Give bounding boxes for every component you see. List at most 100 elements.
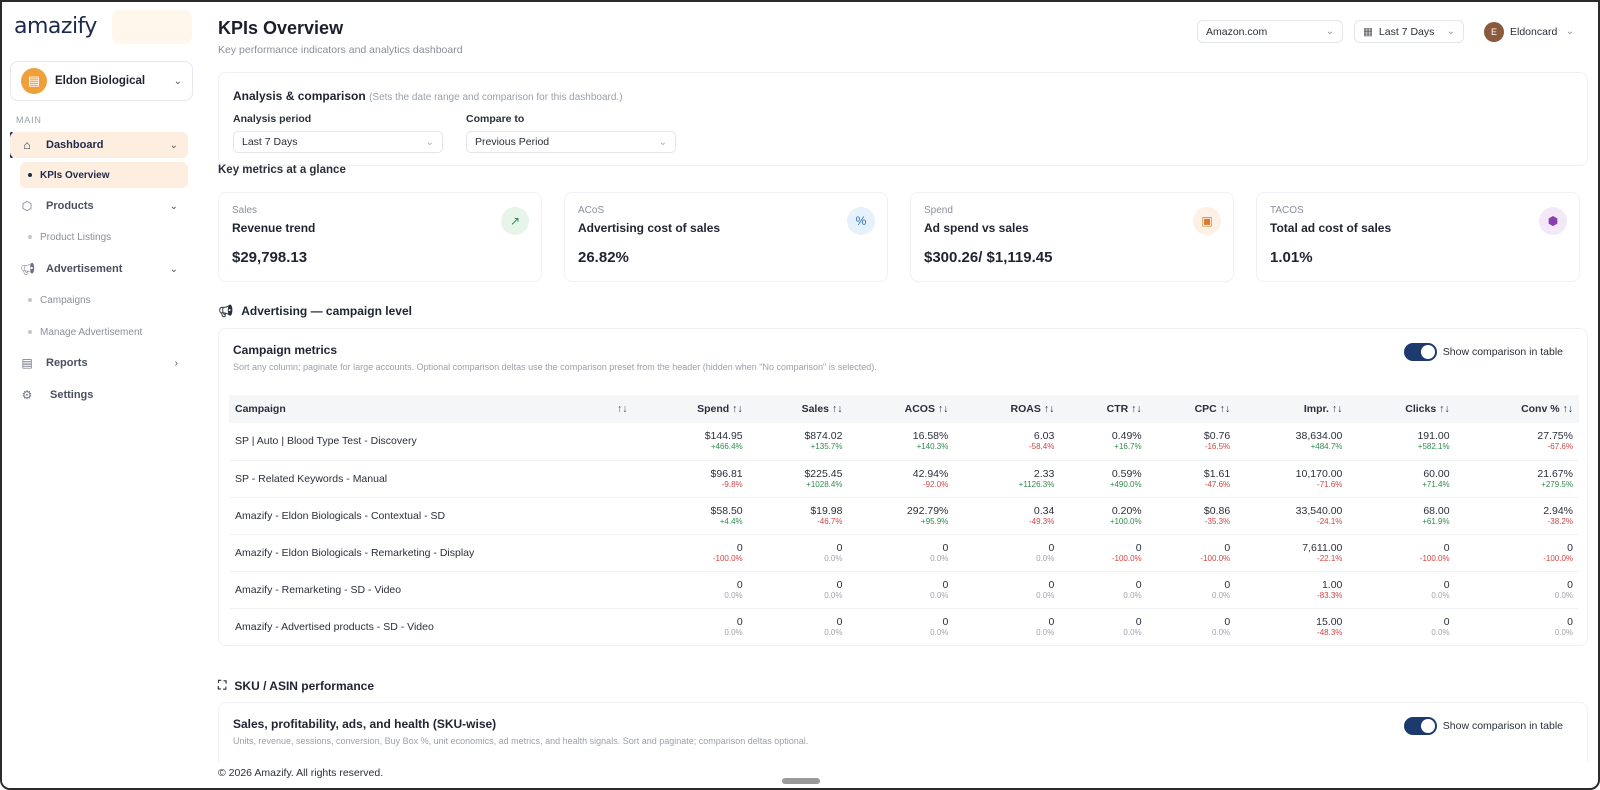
- table-row[interactable]: Amazify - Remarketing - SD - Video 0 0.0% 0…: [229, 571, 1579, 609]
- table-row[interactable]: Amazify - Eldon Biologicals - Remarketin…: [229, 534, 1579, 572]
- sidebar-item-settings[interactable]: ⚙ Settings: [10, 382, 188, 408]
- sort-icon: ↑↓: [1439, 403, 1450, 415]
- metric-value: 0: [1567, 578, 1573, 591]
- metric-value: 0: [942, 578, 949, 591]
- metric-delta: 0.0%: [824, 590, 843, 600]
- metric-cell: 0 0.0%: [848, 571, 955, 609]
- sort-icon[interactable]: ↑↓: [617, 395, 639, 423]
- metric-value: 292.79%: [906, 504, 949, 517]
- column-header-conversion[interactable]: Conv % ↑↓: [1455, 395, 1579, 423]
- campaign-name-cell: Amazify - Remarketing - SD - Video: [229, 571, 639, 609]
- home-icon: ⌂: [23, 138, 31, 152]
- metric-delta: 0.0%: [1431, 627, 1450, 637]
- metric-value: 0: [836, 541, 843, 554]
- app-logo[interactable]: amazify: [14, 14, 97, 39]
- gear-icon: ⚙: [21, 388, 33, 402]
- date-range-select[interactable]: ▦ Last 7 Days ⌄: [1354, 20, 1464, 43]
- metric-delta: +490.0%: [1109, 479, 1142, 489]
- main-content: KPIs Overview Key performance indicators…: [200, 2, 1598, 788]
- metric-value: $96.81: [710, 467, 743, 480]
- sidebar-item-manage-advertisement[interactable]: Manage Advertisement: [20, 319, 188, 345]
- metric-cell: 0 0.0%: [748, 534, 849, 572]
- chevron-down-icon: ⌄: [173, 75, 182, 87]
- chevron-right-icon: ›: [174, 357, 178, 369]
- metric-value: $0.76: [1203, 430, 1231, 443]
- analysis-period-select[interactable]: Last 7 Days ⌄: [233, 131, 443, 153]
- metric-delta: -100.0%: [1419, 553, 1450, 563]
- metric-cell: 60.00 +71.4%: [1348, 460, 1456, 498]
- column-header-roas[interactable]: ROAS ↑↓: [954, 395, 1061, 423]
- metric-value: $1.61: [1203, 467, 1231, 480]
- metric-value: 0: [1135, 615, 1142, 628]
- table-row[interactable]: SP | Auto | Blood Type Test - Discovery $…: [229, 423, 1579, 461]
- toggle-knob: [1420, 345, 1435, 359]
- table-row[interactable]: SP - Related Keywords - Manual $96.81 -9.8…: [229, 460, 1579, 498]
- metric-value: 0: [942, 615, 949, 628]
- column-header-impressions[interactable]: Impr. ↑↓: [1236, 395, 1349, 423]
- marketplace-value: Amazon.com: [1206, 25, 1268, 38]
- kpi-card-tacos: TACOS Total ad cost of sales 1.01% ⬢: [1256, 192, 1580, 282]
- compare-to-select[interactable]: Previous Period ⌄: [466, 131, 676, 153]
- chevron-down-icon: ⌄: [169, 200, 178, 212]
- column-header-acos[interactable]: ACOS ↑↓: [848, 395, 955, 423]
- sidebar-item-products[interactable]: ⬡ Products ⌄: [10, 193, 188, 219]
- metric-value: 2.33: [1033, 467, 1055, 480]
- sidebar-item-product-listings[interactable]: Product Listings: [20, 224, 188, 250]
- toggle-switch[interactable]: [1403, 717, 1437, 735]
- user-menu[interactable]: E Eldoncard ⌄: [1476, 20, 1582, 43]
- sidebar-item-label: Campaigns: [40, 294, 91, 306]
- kpi-card-sales: Sales Revenue trend $29,798.13 ↗: [218, 192, 542, 282]
- workspace-avatar: ▤: [21, 68, 47, 94]
- chevron-down-icon: ⌄: [425, 136, 434, 148]
- window-resize-handle[interactable]: [782, 778, 820, 784]
- metric-delta: +61.9%: [1422, 516, 1450, 526]
- page-subtitle: Key performance indicators and analytics…: [218, 44, 463, 56]
- table-row[interactable]: Amazify - Advertised products - SD - Vid…: [229, 608, 1579, 646]
- column-header-spend[interactable]: Spend ↑↓: [639, 395, 749, 423]
- metric-cell: 38,634.00 +484.7%: [1236, 423, 1349, 461]
- comparison-toggle[interactable]: Show comparison in table: [1403, 717, 1563, 735]
- toggle-label: Show comparison in table: [1442, 346, 1563, 358]
- sort-icon: ↑↓: [1131, 403, 1142, 415]
- sidebar-item-label: Manage Advertisement: [40, 326, 143, 338]
- metric-delta: -100.0%: [1111, 553, 1142, 563]
- metric-delta: +16.7%: [1114, 442, 1142, 452]
- table-row[interactable]: Amazify - Eldon Biologicals - Contextual…: [229, 497, 1579, 535]
- column-header-campaign[interactable]: Campaign: [229, 395, 617, 423]
- toggle-switch[interactable]: [1403, 343, 1437, 361]
- sidebar-item-label: Advertisement: [46, 263, 123, 275]
- metric-value: $19.98: [810, 504, 843, 517]
- column-header-sales[interactable]: Sales ↑↓: [748, 395, 849, 423]
- sku-card-subtitle: Units, revenue, sessions, conversion, Bu…: [233, 736, 809, 746]
- sidebar-item-advertisement[interactable]: 📢︎ Advertisement ⌄: [10, 256, 188, 282]
- metric-value: 0: [836, 615, 843, 628]
- metric-value: 0: [1224, 578, 1231, 591]
- kpi-value: 26.82%: [578, 249, 629, 266]
- sidebar-item-campaigns[interactable]: Campaigns: [20, 287, 188, 313]
- metric-delta: -24.1%: [1317, 516, 1343, 526]
- advertising-section-label: Advertising — campaign level: [241, 304, 412, 318]
- metric-delta: 0.0%: [1431, 590, 1450, 600]
- metric-cell: 2.33 +1126.3%: [954, 460, 1061, 498]
- campaign-metrics-title: Campaign metrics: [233, 343, 338, 357]
- marketplace-select[interactable]: Amazon.com ⌄: [1197, 20, 1343, 43]
- campaign-table-body: SP | Auto | Blood Type Test - Discovery $…: [229, 423, 1579, 646]
- campaign-metrics-subtitle: Sort any column; paginate for large acco…: [233, 362, 877, 372]
- sidebar-item-dashboard[interactable]: ⌂ Dashboard ⌄: [10, 132, 188, 158]
- metric-value: 191.00: [1417, 430, 1450, 443]
- report-icon: ▤: [21, 356, 33, 370]
- chevron-down-icon: ⌄: [1325, 26, 1334, 37]
- chevron-down-icon: ⌄: [1565, 26, 1574, 37]
- column-header-ctr[interactable]: CTR ↑↓: [1060, 395, 1148, 423]
- comparison-toggle[interactable]: Show comparison in table: [1403, 343, 1563, 361]
- column-header-cpc[interactable]: CPC ↑↓: [1147, 395, 1237, 423]
- metric-delta: -71.6%: [1317, 479, 1343, 489]
- metric-cell: 6.03 -58.4%: [954, 423, 1061, 461]
- column-header-clicks[interactable]: Clicks ↑↓: [1348, 395, 1456, 423]
- percent-icon: %: [847, 207, 875, 235]
- workspace-switcher[interactable]: ▤ Eldon Biological ⌄: [10, 61, 193, 101]
- table-header-row: Campaign ↑↓ Spend ↑↓ Sales ↑↓ ACOS ↑↓ RO…: [229, 395, 1579, 423]
- sidebar-item-kpis-overview[interactable]: KPIs Overview: [20, 162, 188, 188]
- sort-icon: ↑↓: [1043, 403, 1055, 415]
- sidebar-item-reports[interactable]: ▤ Reports ›: [10, 350, 188, 376]
